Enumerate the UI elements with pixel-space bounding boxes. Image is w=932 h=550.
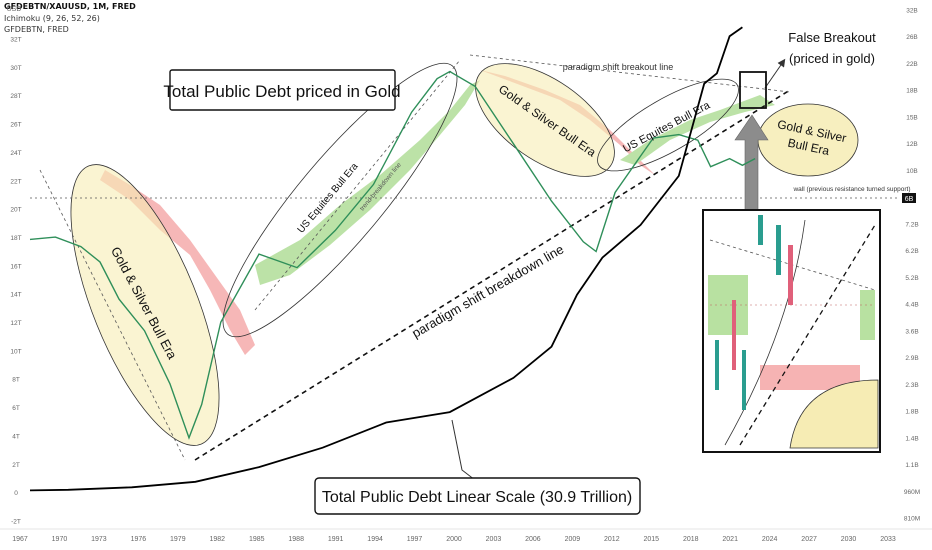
- right-axis-tick: 2.9B: [905, 355, 918, 362]
- x-axis-tick: 2021: [722, 536, 738, 543]
- breakout-focus-box: [739, 71, 767, 109]
- right-axis-tick: 15B: [906, 114, 918, 121]
- right-axis-tick: 18B: [906, 88, 918, 95]
- x-axis-tick: 1973: [91, 536, 107, 543]
- left-axis-tick: 28T: [10, 93, 21, 100]
- left-axis-tick: 8T: [12, 377, 20, 384]
- left-axis-tick: -2T: [11, 519, 21, 526]
- symbol-header: GFDEBTN/XAUUSD, 1M, FRED: [4, 2, 136, 11]
- left-axis-tick: 10T: [10, 348, 21, 355]
- right-axis: 32B26B22B18B15B12B10B8B7.2B6.2B5.2B4.4B3…: [904, 8, 920, 523]
- x-axis-tick: 1991: [328, 536, 344, 543]
- x-axis-tick: 1985: [249, 536, 265, 543]
- title-box-frame: [169, 69, 396, 111]
- right-axis-tick: 4.4B: [905, 302, 918, 309]
- x-axis-tick: 2009: [565, 536, 581, 543]
- left-axis-unit: USD: [7, 6, 22, 13]
- x-axis: 1967 1970 1973 1976 1979 1982 1985 1988 1991 1994…: [12, 536, 896, 543]
- right-axis-tick: 960M: [904, 489, 920, 496]
- right-axis-tick: 5.2B: [905, 275, 918, 282]
- left-axis-tick: 6T: [12, 405, 20, 412]
- x-axis-tick: 2000: [446, 536, 462, 543]
- x-axis-tick: 2024: [762, 536, 778, 543]
- left-axis: 32T 30T 28T 26T 24T 22T 20T 18T 16T 14T 12T 10T 8T 6T…: [10, 37, 21, 526]
- x-axis-tick: 1997: [407, 536, 423, 543]
- right-axis-tick: 3.6B: [905, 328, 918, 335]
- right-axis-tick: 2.3B: [905, 382, 918, 389]
- era-ellipses: [70, 62, 859, 446]
- x-axis-tick: 2030: [841, 536, 857, 543]
- left-axis-tick: 18T: [10, 235, 21, 242]
- x-axis-tick: 1982: [209, 536, 225, 543]
- x-axis-tick: 1979: [170, 536, 186, 543]
- x-axis-tick: 2027: [801, 536, 817, 543]
- left-axis-tick: 20T: [10, 207, 21, 214]
- right-axis-tick: 6.2B: [905, 248, 918, 255]
- left-axis-tick: 14T: [10, 292, 21, 299]
- false-breakout-label: False Breakout: [788, 30, 876, 45]
- series-header: GFDEBTN, FRED: [4, 25, 69, 34]
- x-axis-tick: 1970: [52, 536, 68, 543]
- right-axis-tick: 10B: [906, 168, 918, 175]
- total-public-debt-line: [29, 26, 743, 492]
- left-axis-tick: 16T: [10, 263, 21, 270]
- left-axis-tick: 26T: [10, 122, 21, 129]
- left-axis-tick: 2T: [12, 462, 20, 469]
- x-axis-tick: 1988: [288, 536, 304, 543]
- right-axis-tick: 810M: [904, 516, 920, 523]
- right-axis-tick: 22B: [906, 61, 918, 68]
- x-axis-tick: 2015: [643, 536, 659, 543]
- right-axis-tick: 1.1B: [905, 462, 918, 469]
- x-axis-tick: 1976: [131, 536, 147, 543]
- x-axis-tick: 2006: [525, 536, 541, 543]
- right-axis-tick: 7.2B: [905, 221, 918, 228]
- era-4-label: US Equites Bull Era: [621, 99, 713, 155]
- price-badge-bg: [902, 193, 916, 203]
- indicator-header: Ichimoku (9, 26, 52, 26): [4, 14, 100, 23]
- left-axis-tick: 30T: [10, 65, 21, 72]
- x-axis-tick: 1967: [12, 536, 28, 543]
- callout-arrows: [451, 58, 786, 481]
- x-axis-tick: 1994: [367, 536, 383, 543]
- price-badge-text: 6B: [905, 196, 914, 203]
- right-axis-tick: 1.4B: [905, 435, 918, 442]
- right-axis-tick: 32B: [906, 8, 918, 15]
- left-axis-tick: 22T: [10, 178, 21, 185]
- left-axis-tick: 0: [14, 490, 18, 497]
- support-note-label: wall (previous resistance turned support…: [792, 186, 910, 193]
- debt-gold-price-line: [29, 70, 756, 440]
- breakout-line-label: paradigm shift breakout line: [563, 62, 674, 72]
- x-axis-tick: 2018: [683, 536, 699, 543]
- title-box-text: Total Public Debt priced in Gold: [163, 82, 400, 101]
- right-axis-tick: 12B: [906, 141, 918, 148]
- x-axis-tick: 2003: [486, 536, 502, 543]
- left-axis-tick: 12T: [10, 320, 21, 327]
- right-axis-tick: 1.8B: [905, 409, 918, 416]
- left-axis-tick: 24T: [10, 150, 21, 157]
- bottom-box-text: Total Public Debt Linear Scale (30.9 Tri…: [322, 489, 632, 506]
- x-axis-tick: 2033: [880, 536, 896, 543]
- left-axis-tick: 32T: [10, 37, 21, 44]
- left-axis-tick: 4T: [12, 433, 20, 440]
- right-axis-tick: 26B: [906, 34, 918, 41]
- breakdown-line-label: paradigm shift breakdown line: [409, 241, 566, 340]
- bottom-box-frame: [314, 477, 641, 515]
- zoom-inset: [702, 209, 881, 453]
- false-breakout-sublabel: (priced in gold): [789, 51, 875, 66]
- x-axis-tick: 2012: [604, 536, 620, 543]
